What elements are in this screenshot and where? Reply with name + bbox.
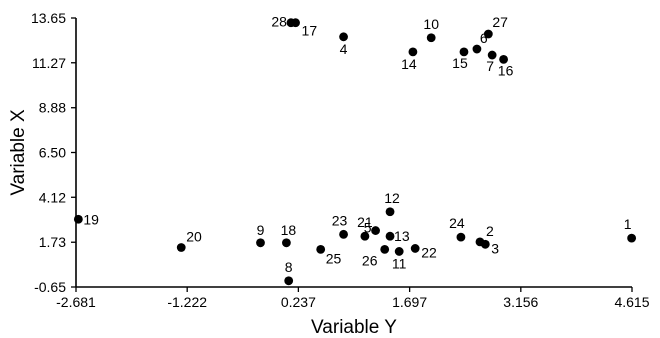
x-tick-label: -2.681 xyxy=(56,294,96,310)
data-point-27 xyxy=(483,29,493,39)
axes xyxy=(75,18,632,288)
data-point-8 xyxy=(284,276,294,286)
data-point-14 xyxy=(408,47,418,57)
y-axis-title: Variable X xyxy=(8,109,29,196)
point-label-3: 3 xyxy=(491,240,499,256)
data-point-9 xyxy=(256,238,265,248)
y-tick-label: 1.73 xyxy=(39,234,66,250)
data-point-19 xyxy=(73,214,83,224)
point-label-19: 19 xyxy=(83,211,99,227)
data-point-7 xyxy=(487,50,497,60)
y-tick-label: 13.65 xyxy=(31,10,66,26)
point-label-22: 22 xyxy=(421,244,437,260)
point-label-4: 4 xyxy=(340,41,348,57)
point-label-23: 23 xyxy=(332,212,348,228)
data-point-6 xyxy=(472,44,482,54)
point-label-27: 27 xyxy=(492,14,508,30)
point-label-9: 9 xyxy=(257,222,265,238)
data-point-18 xyxy=(282,238,291,248)
data-point-13 xyxy=(385,231,395,241)
point-label-7: 7 xyxy=(486,58,494,74)
point-label-6: 6 xyxy=(480,30,488,46)
data-point-28 xyxy=(286,18,296,28)
y-tick-label: 6.50 xyxy=(39,145,66,161)
point-label-28: 28 xyxy=(271,14,287,30)
data-point-10 xyxy=(426,33,436,43)
point-label-25: 25 xyxy=(326,250,342,266)
x-ticks: -2.681 -1.222 0.237 1.697 3.156 4.615 xyxy=(56,287,650,310)
x-tick-label: 1.697 xyxy=(392,294,427,310)
point-label-17: 17 xyxy=(302,23,318,39)
data-point-4 xyxy=(339,32,348,42)
x-axis-title: Variable Y xyxy=(311,317,397,338)
point-label-12: 12 xyxy=(384,190,400,206)
point-label-24: 24 xyxy=(449,215,465,231)
data-point-3 xyxy=(480,239,490,249)
data-point-16 xyxy=(499,54,508,64)
y-tick-label: 4.12 xyxy=(39,189,66,205)
data-point-24 xyxy=(456,232,466,242)
x-tick-label: 0.237 xyxy=(281,294,316,310)
data-points xyxy=(73,18,637,286)
data-point-11 xyxy=(394,247,404,256)
data-point-21 xyxy=(360,231,370,241)
point-label-10: 10 xyxy=(423,16,439,32)
data-point-5 xyxy=(371,226,380,235)
data-point-26 xyxy=(380,244,390,254)
point-label-15: 15 xyxy=(452,55,468,71)
point-label-14: 14 xyxy=(401,56,417,72)
x-tick-label: 3.156 xyxy=(503,294,538,310)
point-label-13: 13 xyxy=(394,228,410,244)
data-point-20 xyxy=(176,243,186,252)
y-tick-label: 11.27 xyxy=(32,55,66,71)
point-label-26: 26 xyxy=(362,252,378,268)
y-tick-label: -0.65 xyxy=(34,279,66,295)
point-label-16: 16 xyxy=(498,62,514,78)
point-label-20: 20 xyxy=(186,228,202,244)
y-ticks: -0.65 1.73 4.12 6.50 8.88 11.27 13.65 xyxy=(31,10,76,295)
point-label-8: 8 xyxy=(285,259,293,275)
point-label-21: 21 xyxy=(357,214,373,230)
y-tick-label: 8.88 xyxy=(39,100,66,116)
x-tick-label: -1.222 xyxy=(167,294,207,310)
point-label-1: 1 xyxy=(624,216,632,232)
data-point-1 xyxy=(627,233,637,243)
data-point-22 xyxy=(410,244,420,253)
x-tick-label: 4.615 xyxy=(614,294,649,310)
data-point-25 xyxy=(316,244,326,254)
point-label-11: 11 xyxy=(392,255,407,271)
data-point-23 xyxy=(339,229,348,239)
point-label-5: 5 xyxy=(364,220,372,236)
data-point-12 xyxy=(385,207,395,217)
point-label-18: 18 xyxy=(281,222,297,238)
data-point-15 xyxy=(459,47,469,57)
point-label-2: 2 xyxy=(486,223,494,239)
